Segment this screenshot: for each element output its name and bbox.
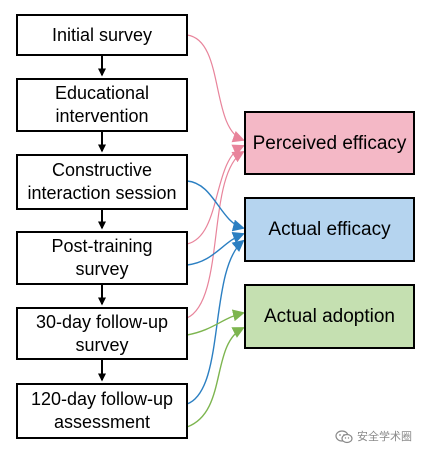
outcome-actual-adoption-label: Actual adoption: [264, 305, 395, 328]
step-educational-intervention-label: Educational intervention: [55, 82, 149, 128]
step-post-training-survey-label: Post-training survey: [51, 235, 152, 281]
outcome-actual-adoption: Actual adoption: [244, 284, 415, 349]
actual-adoption-connectors: [187, 313, 243, 427]
outcome-actual-efficacy: Actual efficacy: [244, 197, 415, 262]
watermark-text: 安全学术圈: [357, 431, 412, 443]
connector-30day-to-perceived: [187, 152, 243, 318]
wechat-icon: [335, 430, 353, 444]
step-30-day-follow-up-survey: 30-day follow-up survey: [16, 307, 188, 360]
outcome-actual-efficacy-label: Actual efficacy: [268, 218, 390, 241]
step-initial-survey-label: Initial survey: [52, 24, 152, 47]
outcome-perceived-efficacy: Perceived efficacy: [244, 111, 415, 175]
step-constructive-interaction-session-label: Constructive interaction session: [27, 159, 176, 205]
step-initial-survey: Initial survey: [16, 14, 188, 56]
outcome-perceived-efficacy-label: Perceived efficacy: [253, 132, 407, 155]
step-constructive-interaction-session: Constructive interaction session: [16, 154, 188, 210]
step-120-day-follow-up-assessment: 120-day follow-up assessment: [16, 383, 188, 439]
step-educational-intervention: Educational intervention: [16, 78, 188, 132]
step-30-day-follow-up-survey-label: 30-day follow-up survey: [36, 311, 168, 357]
step-post-training-survey: Post-training survey: [16, 231, 188, 285]
watermark: 安全学术圈: [335, 430, 412, 444]
connector-120day-to-actual-efficacy: [187, 241, 243, 404]
connector-30day-to-actual-adoption: [187, 313, 243, 335]
step-120-day-follow-up-assessment-label: 120-day follow-up assessment: [31, 388, 173, 434]
actual-efficacy-connectors: [187, 181, 243, 404]
perceived-efficacy-connectors: [187, 35, 243, 318]
connector-initial-to-perceived: [187, 35, 243, 140]
